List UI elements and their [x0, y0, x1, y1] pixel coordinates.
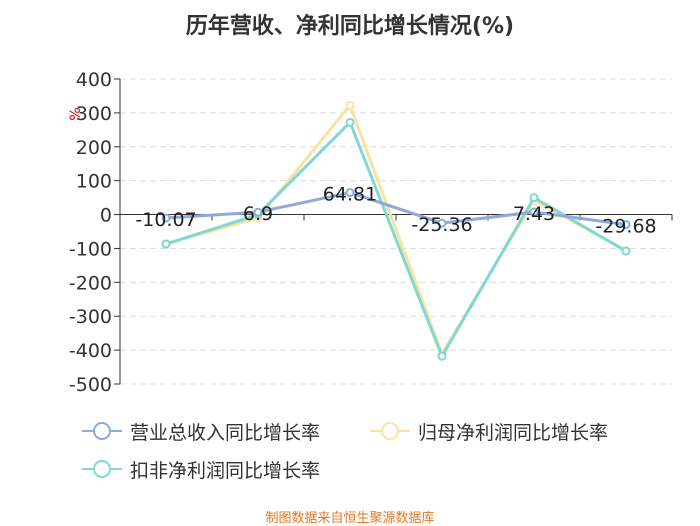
series-line — [165, 120, 627, 358]
data-point — [161, 239, 171, 249]
legend-line-circle-icon — [370, 422, 410, 440]
legend-label-deducted-profit: 扣非净利润同比增长率 — [130, 459, 321, 482]
legend-line-circle-icon — [82, 460, 122, 478]
data-point — [253, 207, 263, 217]
y-tick-label: 400 — [76, 69, 112, 91]
data-label: 64.81 — [323, 184, 377, 206]
y-tick-label: 200 — [76, 137, 112, 159]
y-tick-label: -300 — [69, 306, 112, 328]
legend-item-deducted-profit[interactable]: 扣非净利润同比增长率 — [80, 456, 320, 482]
data-point — [161, 213, 171, 223]
x-tick-label: 2019 — [142, 397, 190, 400]
legend-item-revenue[interactable]: 营业总收入同比增长率 — [80, 418, 320, 444]
data-point — [345, 188, 355, 198]
series-line — [165, 103, 627, 355]
data-label: 6.9 — [243, 203, 273, 225]
data-point — [621, 246, 631, 256]
data-point — [529, 207, 539, 217]
y-tick-label: 300 — [76, 103, 112, 125]
y-axis-label: % — [68, 107, 84, 120]
y-tick-label: -500 — [69, 374, 112, 396]
line-chart: 400 300 200 100 0 -100 -200 -300 -400 -500% 2019 20… — [68, 69, 673, 400]
legend-item-net-profit[interactable]: 归母净利润同比增长率 — [368, 418, 608, 444]
data-label: -10.07 — [135, 209, 196, 231]
data-point — [345, 100, 355, 110]
y-tick-label: 0 — [100, 205, 112, 227]
data-point — [437, 218, 447, 228]
series-line — [165, 191, 627, 227]
x-tick-label: 2020 — [234, 397, 282, 400]
data-point — [529, 193, 539, 203]
legend-label-revenue: 营业总收入同比增长率 — [130, 421, 321, 444]
data-label: 7.43 — [513, 203, 555, 225]
x-tick-label: 2021 — [326, 397, 374, 400]
legend-line-circle-icon — [82, 422, 122, 440]
y-tick-label: -200 — [69, 272, 112, 294]
x-tick-label: 2022 — [418, 397, 466, 400]
data-label: -25.36 — [411, 214, 472, 236]
data-point — [345, 117, 355, 127]
chart-title: 历年营收、净利同比增长情况(%) — [185, 14, 515, 39]
x-tick-label: 2024 — [602, 397, 650, 400]
data-point — [621, 220, 631, 230]
data-label: -29.68 — [595, 216, 656, 238]
data-point — [437, 351, 447, 361]
legend-label-net-profit: 归母净利润同比增长率 — [418, 421, 609, 444]
y-tick-label: 100 — [76, 171, 112, 193]
y-tick-label: -100 — [69, 238, 112, 260]
data-source-note: 制图数据来自恒生聚源数据库 — [265, 511, 435, 526]
x-tick-label: 2023 — [510, 397, 558, 400]
y-tick-label: -400 — [69, 340, 112, 362]
